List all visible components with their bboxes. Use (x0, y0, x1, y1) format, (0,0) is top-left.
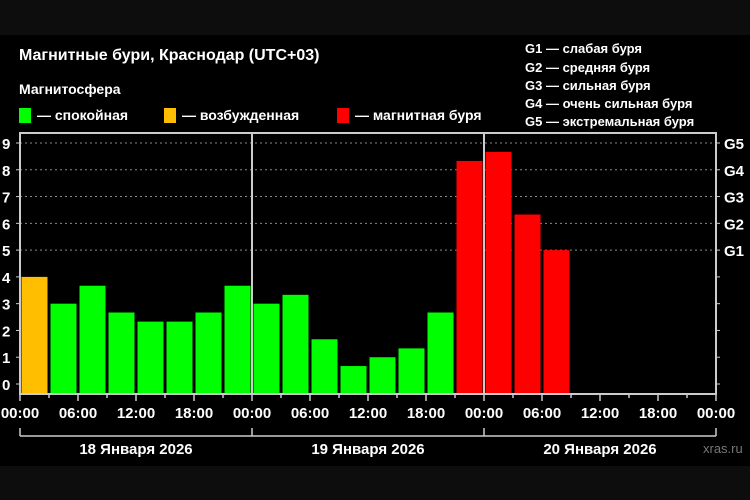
x-tick-label: 18:00 (407, 405, 445, 422)
g-tick-label: G1 (724, 243, 744, 260)
y-tick-label: 2 (2, 323, 10, 340)
y-tick-label: 8 (2, 163, 10, 180)
x-tick-label: 18:00 (175, 405, 213, 422)
day-label: 20 Января 2026 (543, 441, 656, 458)
x-tick-label: 06:00 (59, 405, 97, 422)
legend-item-quiet: — спокойная (19, 107, 128, 123)
bar (21, 276, 48, 394)
bar (195, 312, 222, 394)
day-label: 19 Января 2026 (311, 441, 424, 458)
y-tick-label: 9 (2, 136, 10, 153)
bar (340, 366, 367, 394)
x-tick-label: 12:00 (117, 405, 155, 422)
g-scale-item: G3 — сильная буря (525, 78, 651, 93)
bar (456, 160, 483, 394)
bar (253, 303, 280, 394)
x-tick-label: 18:00 (639, 405, 677, 422)
legend-swatch (164, 107, 176, 123)
bar (427, 312, 454, 394)
x-tick-label: 00:00 (465, 405, 503, 422)
day-label: 18 Января 2026 (79, 441, 192, 458)
y-tick-label: 1 (2, 350, 10, 367)
x-tick-label: 00:00 (1, 405, 39, 422)
legend-item-excited: — возбужденная (164, 107, 299, 123)
bar (369, 357, 396, 394)
legend-label: — магнитная буря (355, 107, 482, 123)
bar (108, 312, 135, 394)
x-tick-label: 06:00 (291, 405, 329, 422)
g-tick-label: G5 (724, 136, 744, 153)
legend-item-storm: — магнитная буря (337, 107, 482, 123)
y-tick-label: 0 (2, 377, 10, 394)
bar (514, 214, 541, 394)
g-scale-item: G4 — очень сильная буря (525, 96, 693, 111)
x-tick-label: 00:00 (233, 405, 271, 422)
legend-label: — спокойная (37, 107, 129, 123)
chart-title: Магнитные бури, Краснодар (UTC+03) (19, 47, 320, 64)
g-scale-item: G1 — слабая буря (525, 41, 643, 56)
x-tick-label: 00:00 (697, 405, 735, 422)
x-tick-label: 06:00 (523, 405, 561, 422)
y-tick-label: 5 (2, 243, 10, 260)
g-tick-label: G3 (724, 190, 744, 207)
bar (224, 285, 251, 394)
bar (485, 151, 512, 394)
x-tick-label: 12:00 (581, 405, 619, 422)
bar (166, 321, 193, 394)
source-label: xras.ru (703, 441, 743, 456)
g-scale-item: G2 — средняя буря (525, 60, 651, 75)
legend-swatch (337, 107, 349, 123)
bar (311, 339, 338, 394)
bar (50, 303, 77, 394)
y-tick-label: 4 (2, 270, 11, 287)
bar (282, 294, 309, 394)
top-band (0, 0, 750, 35)
g-tick-label: G4 (724, 163, 745, 180)
bar (398, 348, 425, 394)
legend-heading: Магнитосфера (19, 81, 121, 97)
y-tick-label: 6 (2, 216, 10, 233)
bar (79, 285, 106, 394)
bar (137, 321, 164, 394)
y-tick-label: 7 (2, 190, 10, 207)
legend-label: — возбужденная (182, 107, 300, 123)
g-scale-item: G5 — экстремальная буря (525, 114, 695, 129)
legend-swatch (19, 107, 31, 123)
x-tick-label: 12:00 (349, 405, 387, 422)
g-tick-label: G2 (724, 216, 744, 233)
bottom-band (0, 466, 750, 500)
bar (543, 250, 570, 394)
y-tick-label: 3 (2, 297, 10, 314)
